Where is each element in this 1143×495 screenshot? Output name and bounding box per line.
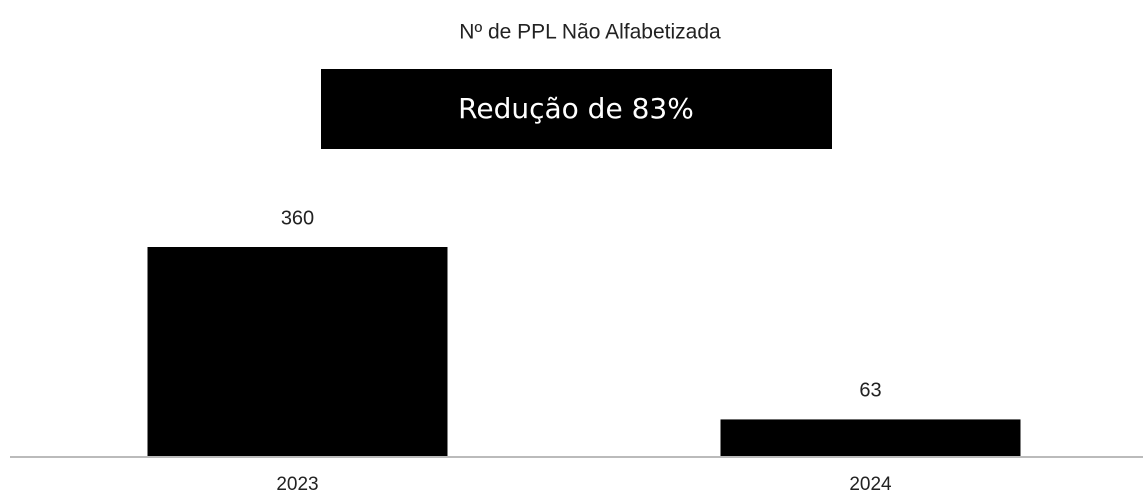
annotation-box xyxy=(321,69,832,149)
bar xyxy=(147,247,448,456)
annotation: Redução de 83% xyxy=(458,92,694,125)
data-label: 360 xyxy=(281,207,314,229)
bar xyxy=(720,419,1021,456)
data-label: 63 xyxy=(859,380,881,402)
chart-title: Nº de PPL Não Alfabetizada xyxy=(459,21,721,44)
x-tick-label: 2024 xyxy=(849,474,892,495)
x-tick-label: 2023 xyxy=(276,474,318,495)
